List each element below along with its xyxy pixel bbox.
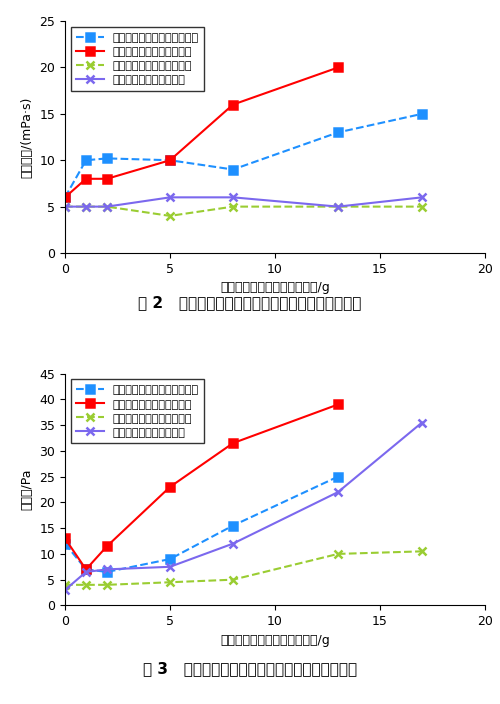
不加海泡石纳米颗粒，加盐	[83, 581, 89, 589]
加海泡石纳米颗粒，加盐	[62, 586, 68, 594]
加海泡石纳米颗粒，不加盐	[230, 101, 236, 109]
不加海泡石纳米颗粒，加盐	[230, 202, 236, 210]
不加海泡石纳米颗粒，加盐	[230, 575, 236, 584]
Text: 图 3   加入海泡石纳米颗粒对钓井液动切力的影响: 图 3 加入海泡石纳米颗粒对钓井液动切力的影响	[143, 661, 357, 677]
不加海泡石纳米颗粒，加盐	[104, 202, 110, 210]
加海泡石纳米颗粒，不加盐	[62, 193, 68, 201]
加海泡石纳米颗粒，加盐	[419, 193, 425, 201]
Legend: 不加海泡石纳米颗粒，不加盐, 加海泡石纳米颗粒，不加盐, 不加海泡石纳米颗粒，加盐, 加海泡石纳米颗粒，加盐: 不加海泡石纳米颗粒，不加盐, 加海泡石纳米颗粒，不加盐, 不加海泡石纳米颗粒，加…	[70, 27, 204, 91]
不加海泡石纳米颗粒，不加盐	[230, 522, 236, 530]
加海泡石纳米颗粒，加盐	[230, 539, 236, 548]
Line: 加海泡石纳米颗粒，加盐: 加海泡石纳米颗粒，加盐	[61, 193, 426, 210]
加海泡石纳米颗粒，不加盐	[167, 483, 173, 491]
Line: 不加海泡石纳米颗粒，加盐: 不加海泡石纳米颗粒，加盐	[61, 547, 426, 589]
加海泡石纳米颗粒，加盐	[83, 202, 89, 210]
不加海泡石纳米颗粒，加盐	[335, 202, 341, 210]
加海泡石纳米颗粒，不加盐	[104, 542, 110, 551]
不加海泡石纳米颗粒，不加盐	[419, 110, 425, 118]
不加海泡石纳米颗粒，加盐	[62, 202, 68, 210]
加海泡石纳米颗粒，不加盐	[167, 156, 173, 165]
Y-axis label: 动切力/Pa: 动切力/Pa	[21, 469, 34, 510]
X-axis label: 膨润土或海泡石纳米颗粒加量/g: 膨润土或海泡石纳米颗粒加量/g	[220, 282, 330, 294]
不加海泡石纳米颗粒，加盐	[419, 547, 425, 555]
不加海泡石纳米颗粒，加盐	[62, 581, 68, 589]
加海泡石纳米颗粒，加盐	[230, 193, 236, 201]
加海泡石纳米颗粒，不加盐	[83, 565, 89, 574]
不加海泡石纳米颗粒，不加盐	[104, 154, 110, 163]
Line: 不加海泡石纳米颗粒，不加盐: 不加海泡石纳米颗粒，不加盐	[61, 472, 342, 576]
Line: 不加海泡石纳米颗粒，加盐: 不加海泡石纳米颗粒，加盐	[61, 203, 426, 220]
加海泡石纳米颗粒，加盐	[167, 562, 173, 571]
不加海泡石纳米颗粒，不加盐	[83, 565, 89, 574]
加海泡石纳米颗粒，加盐	[104, 202, 110, 210]
不加海泡石纳米颗粒，加盐	[419, 202, 425, 210]
不加海泡石纳米颗粒，不加盐	[62, 539, 68, 548]
不加海泡石纳米颗粒，不加盐	[104, 567, 110, 576]
加海泡石纳米颗粒，不加盐	[335, 63, 341, 72]
X-axis label: 膨润土或海泡石纳米颗粒加量/g: 膨润土或海泡石纳米颗粒加量/g	[220, 634, 330, 647]
加海泡石纳米颗粒，加盐	[335, 488, 341, 496]
不加海泡石纳米颗粒，加盐	[83, 202, 89, 210]
不加海泡石纳米颗粒，不加盐	[167, 555, 173, 563]
不加海泡石纳米颗粒，不加盐	[335, 128, 341, 137]
不加海泡石纳米颗粒，加盐	[167, 212, 173, 220]
加海泡石纳米颗粒，加盐	[167, 193, 173, 201]
加海泡石纳米颗粒，不加盐	[62, 534, 68, 543]
加海泡石纳米颗粒，加盐	[419, 418, 425, 427]
加海泡石纳米颗粒，不加盐	[104, 175, 110, 183]
不加海泡石纳米颗粒，不加盐	[62, 193, 68, 201]
加海泡石纳米颗粒，加盐	[83, 567, 89, 576]
Legend: 不加海泡石纳米颗粒，不加盐, 加海泡石纳米颗粒，不加盐, 不加海泡石纳米颗粒，加盐, 加海泡石纳米颗粒，加盐: 不加海泡石纳米颗粒，不加盐, 加海泡石纳米颗粒，不加盐, 不加海泡石纳米颗粒，加…	[70, 379, 204, 444]
Text: 图 2   加入海泡石纳米颗粒对钓井液塑性黏度的影响: 图 2 加入海泡石纳米颗粒对钓井液塑性黏度的影响	[138, 295, 362, 310]
加海泡石纳米颗粒，不加盐	[230, 439, 236, 447]
加海泡石纳米颗粒，加盐	[62, 202, 68, 210]
加海泡石纳米颗粒，不加盐	[83, 175, 89, 183]
加海泡石纳米颗粒，加盐	[335, 202, 341, 210]
Y-axis label: 塑性黏度/(mPa·s): 塑性黏度/(mPa·s)	[21, 96, 34, 177]
不加海泡石纳米颗粒，不加盐	[230, 165, 236, 174]
不加海泡石纳米颗粒，加盐	[167, 578, 173, 586]
Line: 加海泡石纳米颗粒，不加盐: 加海泡石纳米颗粒，不加盐	[61, 63, 342, 201]
不加海泡石纳米颗粒，加盐	[104, 581, 110, 589]
不加海泡石纳米颗粒，不加盐	[335, 472, 341, 481]
加海泡石纳米颗粒，加盐	[104, 565, 110, 574]
Line: 不加海泡石纳米颗粒，不加盐: 不加海泡石纳米颗粒，不加盐	[61, 110, 426, 201]
加海泡石纳米颗粒，不加盐	[335, 401, 341, 409]
不加海泡石纳米颗粒，不加盐	[83, 156, 89, 165]
Line: 加海泡石纳米颗粒，不加盐: 加海泡石纳米颗粒，不加盐	[61, 401, 342, 574]
不加海泡石纳米颗粒，不加盐	[167, 156, 173, 165]
不加海泡石纳米颗粒，加盐	[335, 550, 341, 558]
Line: 加海泡石纳米颗粒，加盐: 加海泡石纳米颗粒，加盐	[61, 418, 426, 594]
